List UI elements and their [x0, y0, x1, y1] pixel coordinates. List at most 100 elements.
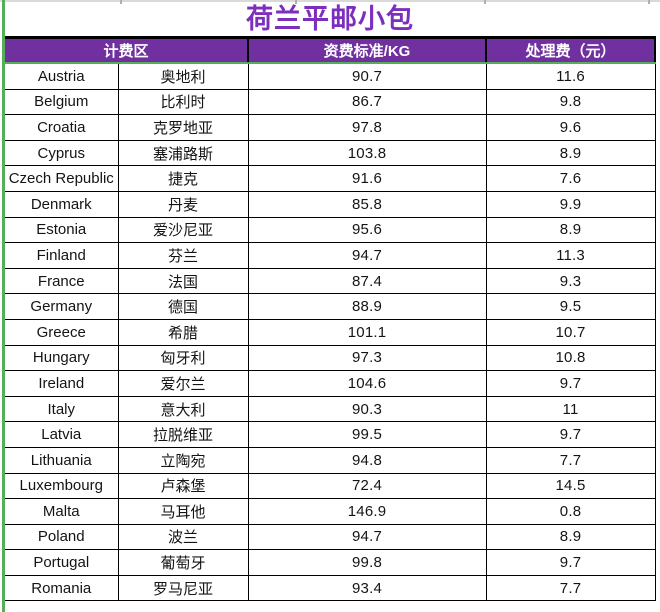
country-en-cell[interactable]: France	[5, 267, 119, 295]
fee-cell[interactable]: 9.9	[485, 190, 656, 218]
table-row: Malta 马耳他 146.9 0.8	[5, 498, 656, 525]
country-en-cell[interactable]: Romania	[5, 574, 119, 602]
rate-cell[interactable]: 91.6	[247, 165, 487, 192]
fee-cell[interactable]: 9.3	[485, 267, 656, 295]
country-cn-cell[interactable]: 爱沙尼亚	[117, 216, 249, 244]
country-en-cell[interactable]: Greece	[5, 318, 119, 346]
rate-cell[interactable]: 90.3	[247, 395, 487, 423]
country-cn-cell[interactable]: 希腊	[117, 318, 249, 346]
fee-cell[interactable]: 8.9	[485, 523, 656, 551]
country-cn-cell[interactable]: 法国	[117, 267, 249, 295]
rate-cell[interactable]: 85.8	[247, 190, 487, 218]
column-header-rate[interactable]: 资费标准/KG	[247, 36, 488, 64]
table-row: Poland 波兰 94.7 8.9	[5, 523, 656, 551]
rate-cell[interactable]: 101.1	[247, 318, 487, 346]
country-cn-cell[interactable]: 塞浦路斯	[117, 139, 249, 167]
table-row: Lithuania 立陶宛 94.8 7.7	[5, 446, 656, 474]
country-en-cell[interactable]: Finland	[5, 242, 119, 269]
country-cn-cell[interactable]: 葡萄牙	[117, 549, 249, 576]
column-gridline-notch	[484, 0, 486, 4]
rate-cell[interactable]: 99.5	[247, 421, 487, 448]
country-en-cell[interactable]: Latvia	[5, 421, 119, 448]
country-cn-cell[interactable]: 波兰	[117, 523, 249, 551]
country-cn-cell[interactable]: 拉脱维亚	[117, 421, 249, 448]
country-en-cell[interactable]: Lithuania	[5, 446, 119, 474]
country-cn-cell[interactable]: 马耳他	[117, 498, 249, 525]
table-row: Luxembourg 卢森堡 72.4 14.5	[5, 472, 656, 500]
table-row: Hungary 匈牙利 97.3 10.8	[5, 344, 656, 372]
column-header-fee[interactable]: 处理费（元）	[485, 36, 657, 64]
fee-cell[interactable]: 10.7	[485, 318, 656, 346]
country-en-cell[interactable]: Portugal	[5, 549, 119, 576]
table-row: Ireland 爱尔兰 104.6 9.7	[5, 370, 656, 397]
page-title[interactable]: 荷兰平邮小包	[246, 4, 414, 34]
rate-cell[interactable]: 86.7	[247, 88, 487, 116]
rates-table: 计费区 资费标准/KG 处理费（元） Austria 奥地利 90.7 11.6 Bel…	[5, 36, 657, 602]
rate-cell[interactable]: 94.7	[247, 523, 487, 551]
fee-cell[interactable]: 7.6	[485, 165, 656, 192]
country-en-cell[interactable]: Cyprus	[5, 139, 119, 167]
rate-cell[interactable]: 93.4	[247, 574, 487, 602]
table-row: Croatia 克罗地亚 97.8 9.6	[5, 114, 656, 141]
rate-cell[interactable]: 97.8	[247, 114, 487, 141]
column-header-zone[interactable]: 计费区	[5, 36, 250, 64]
rate-cell[interactable]: 90.7	[247, 62, 487, 90]
country-cn-cell[interactable]: 捷克	[117, 165, 249, 192]
fee-cell[interactable]: 11.6	[485, 62, 656, 90]
print-area-left-border	[2, 0, 5, 612]
rate-cell[interactable]: 103.8	[247, 139, 487, 167]
fee-cell[interactable]: 8.9	[485, 139, 656, 167]
country-en-cell[interactable]: Estonia	[5, 216, 119, 244]
country-cn-cell[interactable]: 立陶宛	[117, 446, 249, 474]
fee-cell[interactable]: 9.7	[485, 370, 656, 397]
country-cn-cell[interactable]: 爱尔兰	[117, 370, 249, 397]
country-cn-cell[interactable]: 卢森堡	[117, 472, 249, 500]
country-en-cell[interactable]: Luxembourg	[5, 472, 119, 500]
country-en-cell[interactable]: Ireland	[5, 370, 119, 397]
country-cn-cell[interactable]: 比利时	[117, 88, 249, 116]
country-en-cell[interactable]: Germany	[5, 293, 119, 320]
fee-cell[interactable]: 7.7	[485, 574, 656, 602]
rate-cell[interactable]: 72.4	[247, 472, 487, 500]
country-cn-cell[interactable]: 奥地利	[117, 62, 249, 90]
rate-cell[interactable]: 97.3	[247, 344, 487, 372]
country-cn-cell[interactable]: 丹麦	[117, 190, 249, 218]
country-en-cell[interactable]: Belgium	[5, 88, 119, 116]
country-cn-cell[interactable]: 德国	[117, 293, 249, 320]
rate-cell[interactable]: 88.9	[247, 293, 487, 320]
fee-cell[interactable]: 8.9	[485, 216, 656, 244]
country-en-cell[interactable]: Denmark	[5, 190, 119, 218]
country-en-cell[interactable]: Hungary	[5, 344, 119, 372]
fee-cell[interactable]: 11	[485, 395, 656, 423]
rate-cell[interactable]: 104.6	[247, 370, 487, 397]
rate-cell[interactable]: 95.6	[247, 216, 487, 244]
fee-cell[interactable]: 9.6	[485, 114, 656, 141]
fee-cell[interactable]: 14.5	[485, 472, 656, 500]
rate-cell[interactable]: 146.9	[247, 498, 487, 525]
country-en-cell[interactable]: Poland	[5, 523, 119, 551]
country-en-cell[interactable]: Italy	[5, 395, 119, 423]
fee-cell[interactable]: 9.8	[485, 88, 656, 116]
country-cn-cell[interactable]: 匈牙利	[117, 344, 249, 372]
rate-cell[interactable]: 87.4	[247, 267, 487, 295]
table-row: Italy 意大利 90.3 11	[5, 395, 656, 423]
country-cn-cell[interactable]: 克罗地亚	[117, 114, 249, 141]
rate-cell[interactable]: 94.7	[247, 242, 487, 269]
rate-cell[interactable]: 94.8	[247, 446, 487, 474]
country-en-cell[interactable]: Croatia	[5, 114, 119, 141]
country-cn-cell[interactable]: 罗马尼亚	[117, 574, 249, 602]
country-cn-cell[interactable]: 芬兰	[117, 242, 249, 269]
fee-cell[interactable]: 10.8	[485, 344, 656, 372]
fee-cell[interactable]: 11.3	[485, 242, 656, 269]
fee-cell[interactable]: 0.8	[485, 498, 656, 525]
country-en-cell[interactable]: Czech Republic	[5, 165, 119, 192]
country-en-cell[interactable]: Malta	[5, 498, 119, 525]
country-cn-cell[interactable]: 意大利	[117, 395, 249, 423]
fee-cell[interactable]: 7.7	[485, 446, 656, 474]
fee-cell[interactable]: 9.7	[485, 549, 656, 576]
fee-cell[interactable]: 9.5	[485, 293, 656, 320]
rate-cell[interactable]: 99.8	[247, 549, 487, 576]
fee-cell[interactable]: 9.7	[485, 421, 656, 448]
country-en-cell[interactable]: Austria	[5, 62, 119, 90]
